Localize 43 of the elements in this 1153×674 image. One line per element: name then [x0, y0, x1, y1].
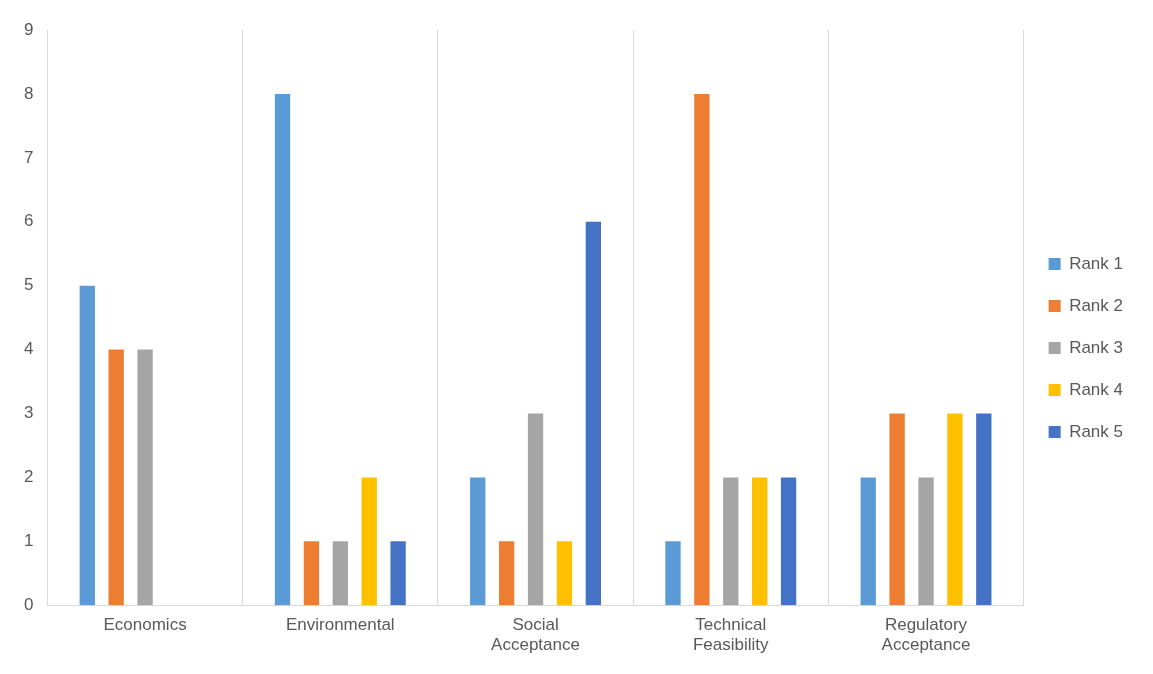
x-tick-label: Regulatory Acceptance — [881, 615, 971, 655]
bar — [780, 477, 797, 606]
bar — [585, 221, 601, 606]
bar — [361, 477, 377, 606]
bar — [976, 413, 992, 606]
legend-label: Rank 4 — [1069, 379, 1124, 399]
x-tick-label: Social Acceptance — [491, 615, 580, 655]
x-tick-label: Environmental — [285, 615, 395, 635]
bar — [860, 477, 876, 606]
legend-label: Rank 2 — [1069, 295, 1124, 315]
bar — [752, 477, 768, 606]
bar — [556, 541, 573, 606]
bar — [470, 477, 486, 606]
bar — [498, 541, 515, 606]
x-tick-label: Economics — [103, 615, 187, 635]
bar — [274, 93, 291, 606]
bar — [918, 477, 934, 606]
bar — [665, 541, 681, 606]
y-tick-label: 6 — [23, 211, 34, 231]
y-tick-label: 3 — [23, 403, 34, 423]
x-tick-label: Technical Feasibility — [692, 615, 770, 655]
bar — [889, 413, 905, 606]
bar — [723, 477, 739, 606]
bar — [527, 413, 544, 606]
bar — [390, 541, 406, 606]
bar — [947, 413, 963, 606]
y-tick-label: 7 — [23, 147, 34, 167]
y-tick-label: 9 — [23, 19, 34, 39]
bar — [108, 349, 124, 606]
y-tick-label: 1 — [23, 530, 34, 550]
bar — [79, 285, 95, 606]
y-tick-label: 8 — [23, 83, 34, 103]
y-tick-label: 0 — [23, 594, 34, 614]
y-tick-label: 5 — [23, 275, 34, 295]
legend-label: Rank 1 — [1069, 253, 1124, 273]
y-tick-label: 4 — [23, 339, 34, 359]
legend-label: Rank 3 — [1069, 337, 1124, 357]
legend-label: Rank 5 — [1069, 421, 1124, 441]
bar — [332, 541, 348, 606]
bar — [694, 93, 710, 606]
bar — [303, 541, 320, 606]
y-tick-label: 2 — [23, 467, 34, 487]
bar — [137, 349, 153, 606]
